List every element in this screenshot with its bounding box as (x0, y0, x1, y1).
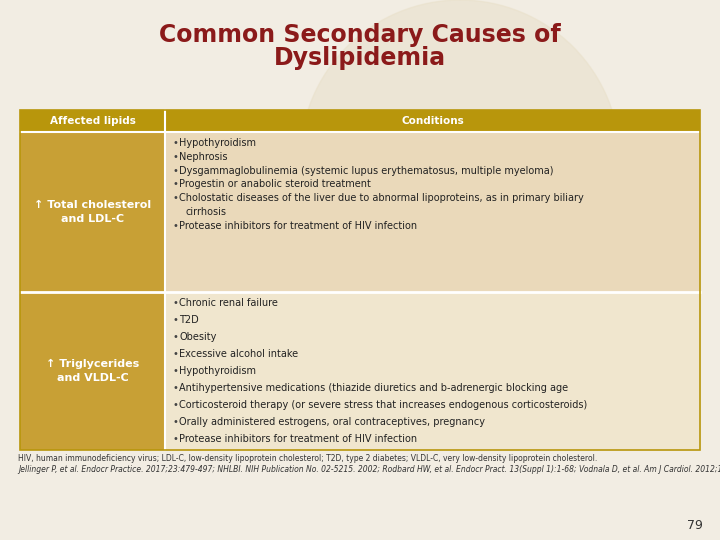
Text: Jellinger P, et al. Endocr Practice. 2017;23:479-497; NHLBI. NIH Publication No.: Jellinger P, et al. Endocr Practice. 201… (18, 465, 720, 474)
Text: •: • (172, 383, 178, 393)
Text: •: • (172, 417, 178, 427)
Text: T2D: T2D (179, 315, 199, 325)
Text: •: • (172, 166, 178, 176)
Text: Protease inhibitors for treatment of HIV infection: Protease inhibitors for treatment of HIV… (179, 434, 417, 444)
Text: •: • (172, 366, 178, 376)
Text: Progestin or anabolic steroid treatment: Progestin or anabolic steroid treatment (179, 179, 371, 190)
Text: •: • (172, 400, 178, 410)
Text: Corticosteroid therapy (or severe stress that increases endogenous corticosteroi: Corticosteroid therapy (or severe stress… (179, 400, 588, 410)
Bar (20, 132, 165, 292)
Text: Affected lipids: Affected lipids (50, 116, 135, 126)
Text: •: • (172, 332, 178, 342)
Text: •: • (172, 315, 178, 325)
Text: Orally administered estrogens, oral contraceptives, pregnancy: Orally administered estrogens, oral cont… (179, 417, 485, 427)
Text: •: • (172, 434, 178, 444)
Text: Chronic renal failure: Chronic renal failure (179, 298, 278, 308)
Text: cirrhosis: cirrhosis (185, 207, 226, 217)
Text: •: • (172, 193, 178, 203)
Bar (20, 292, 165, 450)
Text: Hypothyroidism: Hypothyroidism (179, 138, 256, 148)
Text: Protease inhibitors for treatment of HIV infection: Protease inhibitors for treatment of HIV… (179, 221, 417, 231)
Text: •: • (172, 221, 178, 231)
Text: •: • (172, 179, 178, 190)
Text: Dysgammaglobulinemia (systemic lupus erythematosus, multiple myeloma): Dysgammaglobulinemia (systemic lupus ery… (179, 166, 554, 176)
Bar (20, 110, 700, 450)
Text: Common Secondary Causes of: Common Secondary Causes of (159, 23, 561, 47)
Circle shape (300, 0, 620, 320)
Text: Hypothyroidism: Hypothyroidism (179, 366, 256, 376)
Bar (20, 110, 700, 132)
Text: Dyslipidemia: Dyslipidemia (274, 46, 446, 70)
Text: HIV, human immunodeficiency virus; LDL-C, low-density lipoprotein cholesterol; T: HIV, human immunodeficiency virus; LDL-C… (18, 454, 598, 463)
Text: •: • (172, 349, 178, 359)
Text: ↑ Triglycerides
and VLDL-C: ↑ Triglycerides and VLDL-C (46, 359, 139, 383)
Text: Antihypertensive medications (thiazide diuretics and b-adrenergic blocking age: Antihypertensive medications (thiazide d… (179, 383, 568, 393)
Text: Nephrosis: Nephrosis (179, 152, 228, 162)
Text: •: • (172, 152, 178, 162)
Text: 79: 79 (687, 519, 703, 532)
Bar (165, 132, 700, 292)
Text: Cholostatic diseases of the liver due to abnormal lipoproteins, as in primary bi: Cholostatic diseases of the liver due to… (179, 193, 584, 203)
Text: Conditions: Conditions (401, 116, 464, 126)
Text: Obesity: Obesity (179, 332, 217, 342)
Bar (165, 292, 700, 450)
Text: ↑ Total cholesterol
and LDL-C: ↑ Total cholesterol and LDL-C (34, 200, 151, 225)
Text: •: • (172, 138, 178, 148)
Text: •: • (172, 298, 178, 308)
Text: Excessive alcohol intake: Excessive alcohol intake (179, 349, 298, 359)
